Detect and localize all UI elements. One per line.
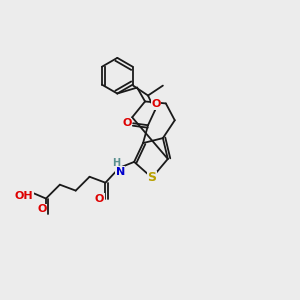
Text: O: O — [151, 99, 160, 110]
Text: N: N — [116, 167, 125, 177]
Text: O: O — [122, 118, 132, 128]
Text: S: S — [148, 171, 157, 184]
Text: O: O — [37, 204, 47, 214]
Text: H: H — [112, 158, 120, 168]
Text: O: O — [95, 194, 104, 203]
Text: OH: OH — [15, 190, 34, 201]
